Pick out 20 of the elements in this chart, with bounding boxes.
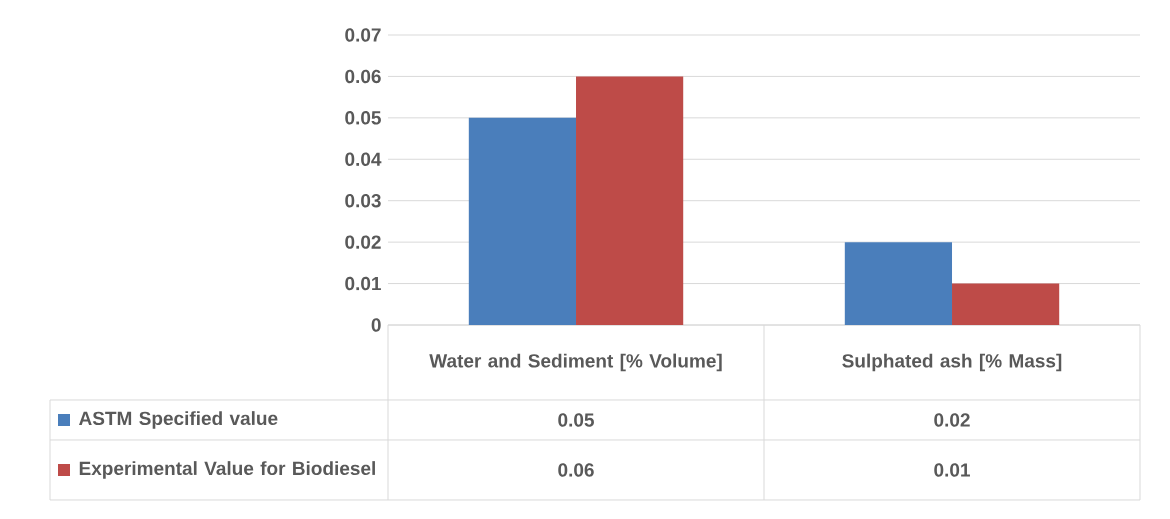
y-tick-label: 0.05 xyxy=(345,111,381,125)
y-tick-label: 0.01 xyxy=(345,276,381,291)
data-label: 0.02 xyxy=(934,413,970,427)
bar xyxy=(844,242,953,325)
legend-label: ASTM Specified value xyxy=(79,411,278,429)
x-tick-label: Water and Sediment [% Volume] xyxy=(429,353,722,372)
y-tick-label: 0.03 xyxy=(345,193,381,208)
legend-label: Experimental Value for Biodiesel xyxy=(79,461,375,479)
x-tick-label: Sulphated ash [% Mass] xyxy=(842,353,1062,372)
data-label: 0.06 xyxy=(558,463,594,477)
bar xyxy=(576,76,684,325)
data-label: 0.01 xyxy=(934,463,970,477)
data-label: 0.05 xyxy=(558,413,594,427)
y-tick-label: 0.07 xyxy=(345,28,381,42)
bar xyxy=(952,283,1060,325)
y-tick-label: 0.06 xyxy=(345,69,381,84)
y-tick-label: 0.02 xyxy=(345,235,381,249)
bar xyxy=(468,117,577,325)
y-tick-label: 0.04 xyxy=(345,152,382,166)
y-tick-label: 0 xyxy=(371,318,381,332)
